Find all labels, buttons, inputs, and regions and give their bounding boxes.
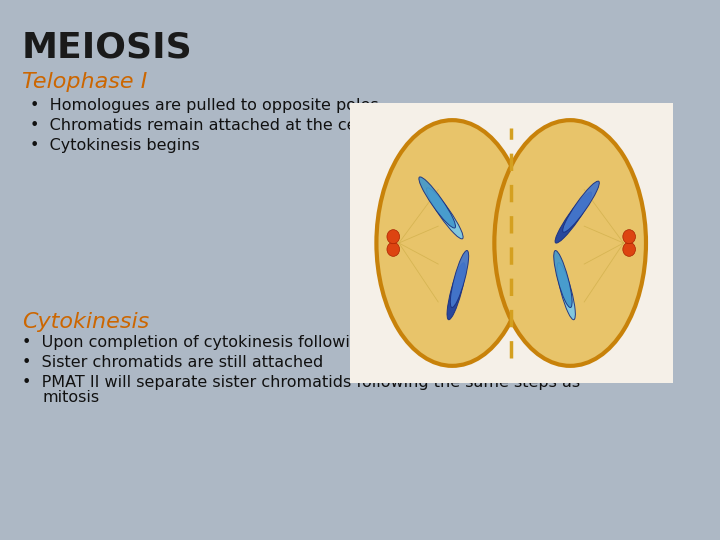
Ellipse shape [419,177,456,228]
Ellipse shape [623,230,636,244]
Ellipse shape [447,263,465,320]
Ellipse shape [377,120,528,366]
Ellipse shape [623,242,636,256]
Text: •  PMAT II will separate sister chromatids following the same steps as: • PMAT II will separate sister chromatid… [22,375,580,390]
Text: •  Sister chromatids are still attached: • Sister chromatids are still attached [22,355,323,370]
Text: mitosis: mitosis [42,390,99,405]
Text: MEIOSIS: MEIOSIS [22,30,193,64]
Ellipse shape [495,120,646,366]
Ellipse shape [387,230,400,244]
Text: •  Cytokinesis begins: • Cytokinesis begins [30,138,199,153]
Ellipse shape [387,242,400,256]
Text: •  Chromatids remain attached at the centromeres: • Chromatids remain attached at the cent… [30,118,439,133]
Ellipse shape [450,251,469,307]
Ellipse shape [426,188,463,239]
Ellipse shape [557,263,575,320]
Text: •  Upon completion of cytokinesis following PMAT I, cells are haploid: • Upon completion of cytokinesis followi… [22,335,570,350]
Text: Telophase I: Telophase I [22,72,148,92]
Ellipse shape [562,181,599,232]
Text: Cytokinesis: Cytokinesis [22,312,149,332]
Ellipse shape [555,192,592,243]
Text: •  Homologues are pulled to opposite poles: • Homologues are pulled to opposite pole… [30,98,379,113]
Ellipse shape [554,251,572,307]
